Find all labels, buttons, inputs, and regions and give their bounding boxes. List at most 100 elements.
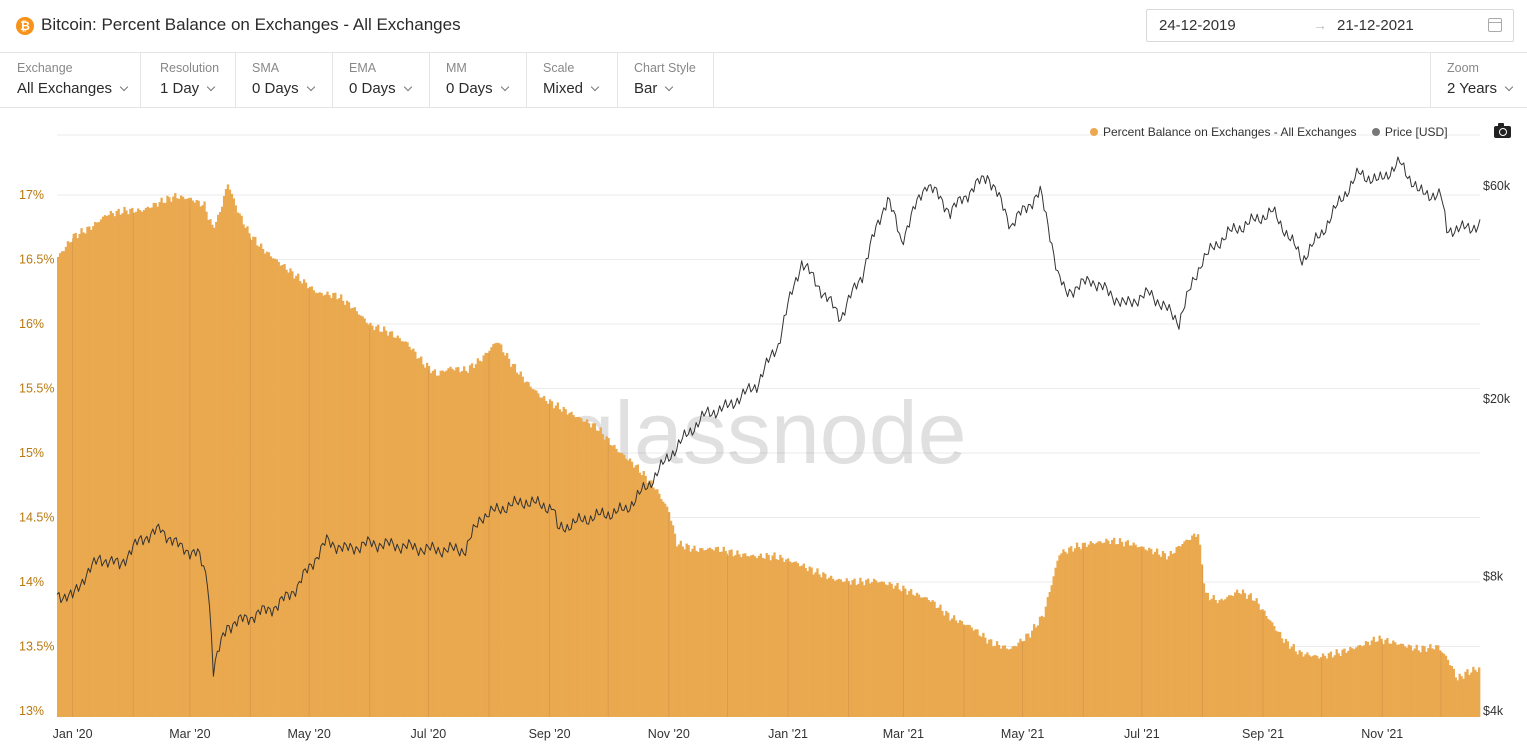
balance-bar xyxy=(109,210,112,717)
balance-bar xyxy=(878,582,882,717)
balance-bar xyxy=(429,373,433,717)
balance-bar xyxy=(1472,666,1475,717)
balance-bar xyxy=(338,298,341,717)
balance-bar xyxy=(459,372,462,717)
balance-bar xyxy=(1173,552,1176,717)
balance-bar xyxy=(191,200,194,717)
control-value[interactable]: Bar xyxy=(634,80,674,97)
scale-select[interactable]: Scale Mixed xyxy=(527,53,618,107)
balance-bar xyxy=(861,581,864,717)
legend-item-balance[interactable]: Percent Balance on Exchanges - All Excha… xyxy=(1090,125,1357,139)
balance-bar xyxy=(154,203,157,718)
balance-bar xyxy=(1341,649,1344,717)
balance-bar xyxy=(1362,645,1366,717)
control-value[interactable]: 1 Day xyxy=(160,80,216,97)
balance-bar xyxy=(550,401,554,717)
balance-bar xyxy=(1159,556,1163,717)
control-value[interactable]: 2 Years xyxy=(1447,80,1514,97)
balance-bar xyxy=(351,307,355,717)
control-value[interactable]: Mixed xyxy=(543,80,600,97)
camera-icon[interactable] xyxy=(1494,123,1511,138)
balance-bar xyxy=(361,316,364,717)
balance-bar xyxy=(174,193,177,717)
balance-bar xyxy=(609,445,612,717)
balance-bar xyxy=(111,213,114,718)
date-start-input[interactable]: 24-12-2019 xyxy=(1159,17,1236,34)
resolution-select[interactable]: Resolution 1 Day xyxy=(141,53,236,107)
balance-bar xyxy=(1347,650,1350,717)
balance-bar xyxy=(529,386,532,717)
balance-bar xyxy=(796,563,800,717)
balance-bar xyxy=(279,265,282,717)
balance-bar xyxy=(158,202,161,717)
balance-bar xyxy=(131,207,134,717)
balance-bar xyxy=(611,445,614,717)
chart-style-select[interactable]: Chart Style Bar xyxy=(618,53,714,107)
balance-bar xyxy=(949,620,952,717)
balance-bar xyxy=(925,597,928,717)
balance-bar xyxy=(767,554,770,717)
balance-bar xyxy=(484,352,487,717)
balance-bar xyxy=(1042,617,1046,717)
balance-bar xyxy=(1302,656,1305,717)
balance-bar xyxy=(1339,656,1342,717)
balance-bar xyxy=(365,322,368,717)
balance-bar xyxy=(1116,544,1120,717)
exchange-select[interactable]: Exchange All Exchanges xyxy=(0,53,141,107)
balance-bar xyxy=(375,326,378,717)
date-range-picker[interactable]: 24-12-2019 → 21-12-2021 xyxy=(1146,9,1514,42)
balance-bar xyxy=(447,368,450,717)
balance-bar xyxy=(626,460,630,717)
balance-bar xyxy=(1169,551,1172,717)
balance-bar xyxy=(285,269,288,717)
balance-bar xyxy=(517,374,520,717)
balance-bar xyxy=(1171,553,1174,717)
calendar-icon[interactable] xyxy=(1488,18,1502,32)
balance-bar xyxy=(1304,654,1307,717)
balance-bar xyxy=(919,597,923,717)
balance-bar xyxy=(511,364,515,717)
balance-bar xyxy=(646,482,649,717)
control-value[interactable]: 0 Days xyxy=(446,80,509,97)
zoom-select[interactable]: Zoom 2 Years xyxy=(1430,53,1527,107)
balance-bar xyxy=(1366,641,1370,717)
balance-bar xyxy=(256,245,259,718)
legend-dot xyxy=(1371,128,1380,136)
balance-bar xyxy=(566,414,569,717)
balance-bar xyxy=(541,397,544,717)
balance-bar xyxy=(263,253,267,718)
balance-bar xyxy=(681,546,684,717)
balance-bar xyxy=(1435,645,1438,717)
balance-bar xyxy=(1284,638,1288,717)
balance-bar xyxy=(1220,598,1223,717)
balance-bar xyxy=(248,233,251,717)
date-end-input[interactable]: 21-12-2021 xyxy=(1337,17,1414,34)
balance-bar xyxy=(343,304,347,717)
balance-bar xyxy=(1034,627,1038,717)
balance-bar xyxy=(453,370,456,717)
balance-bar xyxy=(1372,636,1375,717)
balance-bar xyxy=(533,389,536,717)
balance-bar xyxy=(945,610,948,717)
balance-bar xyxy=(156,206,159,717)
balance-bar xyxy=(1181,543,1184,717)
control-value[interactable]: 0 Days xyxy=(349,80,412,97)
balance-bar xyxy=(1300,651,1303,717)
mm-select[interactable]: MM 0 Days xyxy=(430,53,527,107)
sma-select[interactable]: SMA 0 Days xyxy=(236,53,333,107)
balance-bar xyxy=(357,314,360,717)
balance-bar xyxy=(892,588,895,717)
balance-bar xyxy=(1212,595,1215,717)
balance-bar xyxy=(995,641,999,717)
balance-bar xyxy=(775,559,778,717)
balance-bar xyxy=(70,241,73,717)
control-value[interactable]: All Exchanges xyxy=(17,80,129,97)
balance-bar xyxy=(181,196,185,717)
control-value[interactable]: 0 Days xyxy=(252,80,315,97)
balance-bar xyxy=(1374,641,1377,717)
ema-select[interactable]: EMA 0 Days xyxy=(333,53,430,107)
price-line xyxy=(56,156,1481,677)
legend-item-price[interactable]: Price [USD] xyxy=(1371,125,1448,139)
y-left-tick-label: 15% xyxy=(19,446,44,460)
balance-bar xyxy=(463,366,466,717)
